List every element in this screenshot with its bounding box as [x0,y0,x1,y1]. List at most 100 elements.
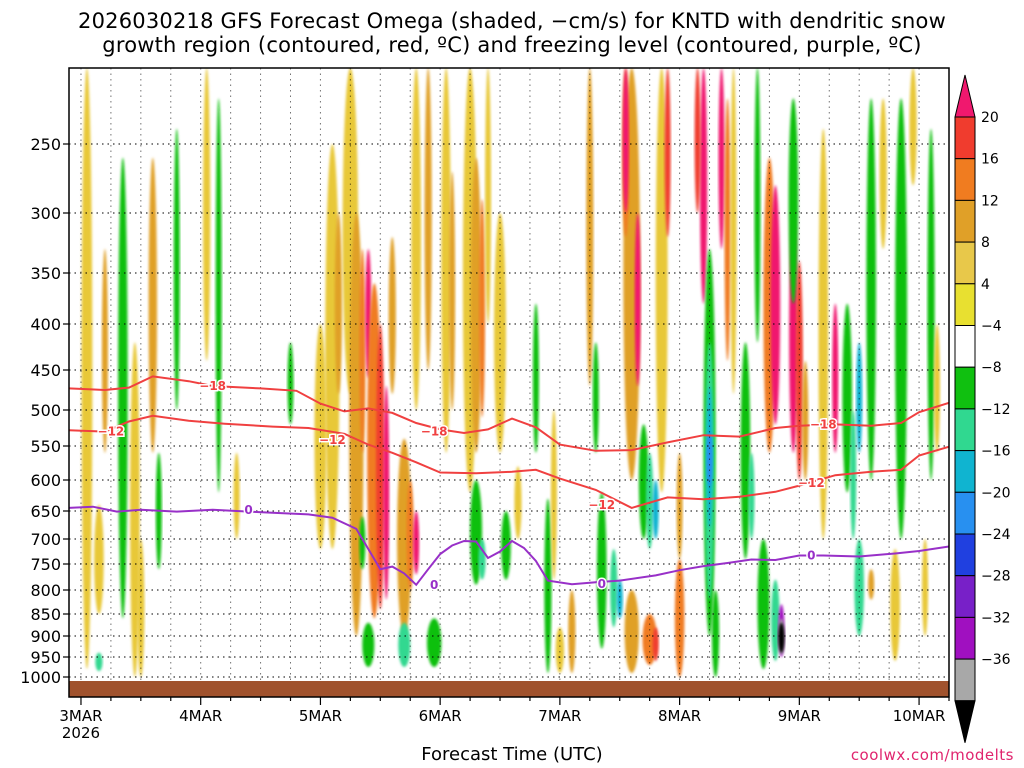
omega-shade-75 [711,590,720,677]
omega-shade-42 [426,618,442,667]
omega-shade-88 [770,185,781,425]
omega-shade-48 [555,627,565,673]
colorbar-box-14 [954,658,976,702]
omega-shade-22 [376,324,385,610]
ground-surface [69,681,949,697]
omega-shade-68 [676,452,683,559]
omega-shade-82 [757,539,770,669]
contour-label-1-2: −12 [588,498,615,512]
y-tick-label: 800 [30,581,61,600]
colorbar-label: −20 [981,485,1011,501]
colorbar-label: 16 [981,152,999,168]
x-tick-label: 10MAR [893,707,946,725]
x-tick-label: 3MAR [59,707,102,725]
colorbar-label: −24 [981,527,1011,543]
colorbar-label: −4 [981,319,1002,335]
x-tick-label: 9MAR [778,707,821,725]
omega-shade-104 [922,539,929,636]
omega-shade-102 [927,128,935,480]
y-tick-label: 350 [30,264,61,283]
omega-shade-79 [740,342,751,559]
colorbar-box-4 [954,241,976,285]
omega-shade-44 [362,622,375,668]
omega-shade-61 [652,480,659,539]
omega-shade-107 [909,68,917,186]
colorbar-label: 20 [981,110,999,126]
x-tick-label: 5MAR [299,707,342,725]
omega-shade-45 [532,303,539,453]
colorbar-label: 12 [981,193,999,209]
omega-shade-43 [398,622,411,668]
omega-shade-9 [173,128,180,410]
colorbar-label: −8 [981,360,1002,376]
y-tick-label: 1000 [20,668,61,687]
omega-shade-35 [479,199,486,418]
omega-shade-65 [655,68,668,493]
colorbar-box-5 [954,283,976,326]
y-tick-label: 550 [30,437,61,456]
omega-shade-1 [101,249,108,453]
omega-shade-52 [597,492,607,649]
omega-shade-77 [724,98,731,361]
omega-shading [81,68,941,677]
grid-lines [69,68,950,697]
y-axis: 250 300 350 400 450 500 550 600 650 700 750 800 850 9… [20,135,69,687]
omega-shade-78 [730,68,737,394]
colorbar-box-9 [954,450,976,493]
omega-shade-16 [334,213,342,394]
colorbar-bottom-arrow [954,700,976,743]
omega-shade-5 [148,157,157,453]
omega-shade-11 [215,98,222,493]
y-tick-label: 900 [30,627,61,646]
y-tick-label: 450 [30,361,61,380]
omega-shade-100 [890,549,900,661]
x-tick-label: 8MAR [658,707,701,725]
omega-shade-36 [485,68,492,324]
omega-shade-34 [470,157,482,453]
colorbar-label: −32 [981,610,1011,626]
contour-line-1 [69,414,949,509]
y-tick-label: 600 [30,471,61,490]
x-tick-label: 6MAR [419,707,462,725]
omega-shade-24 [359,516,366,570]
y-tick-label: 300 [30,204,61,223]
contour-label-2-2: 0 [598,577,606,591]
x-tick-label: 4MAR [179,707,222,725]
colorbar-label: −16 [981,444,1011,460]
contour-label-2-1: 0 [430,578,438,592]
omega-shade-66 [664,68,671,237]
omega-shade-64 [652,627,659,661]
credit-link[interactable]: coolwx.com/modelts [850,746,1014,764]
contour-label-0-2: −18 [810,417,837,431]
omega-shade-53 [610,549,618,628]
y-tick-label: 250 [30,135,61,154]
omega-shade-27 [406,480,414,590]
omega-shade-97 [866,98,876,480]
plot-frame [68,67,950,698]
omega-shade-26 [397,438,412,636]
omega-shade-25 [388,237,396,394]
omega-shade-76 [718,68,725,249]
contour-label-2-3: 0 [807,549,815,563]
colorbar-box-6 [954,325,976,368]
colorbar-box-7 [954,366,976,410]
omega-shade-32 [449,171,456,410]
omega-shade-31 [441,68,451,453]
colorbar-box-8 [954,408,976,452]
omega-shade-23 [383,386,390,600]
colorbar-box-1 [954,116,976,160]
colorbar-box-3 [954,199,976,243]
omega-shade-49 [568,590,576,673]
contour-line-2 [69,505,949,587]
chart-title-line-1: 2026030218 GFS Forecast Omega (shaded, −… [78,9,946,33]
x-tick-label: 7MAR [538,707,581,725]
contour-series: −18 −18 −18 −12 −12 −12 −12 0 0 0 0 [69,375,949,593]
chart-title-line-2: growth region (contoured, red, ºC) and f… [102,33,922,57]
colorbar-label: −12 [981,402,1011,418]
omega-shade-59 [638,424,649,539]
omega-shade-62 [624,590,639,673]
omega-shade-58 [634,213,641,386]
colorbar-box-13 [954,616,976,660]
omega-shade-0 [81,68,93,669]
